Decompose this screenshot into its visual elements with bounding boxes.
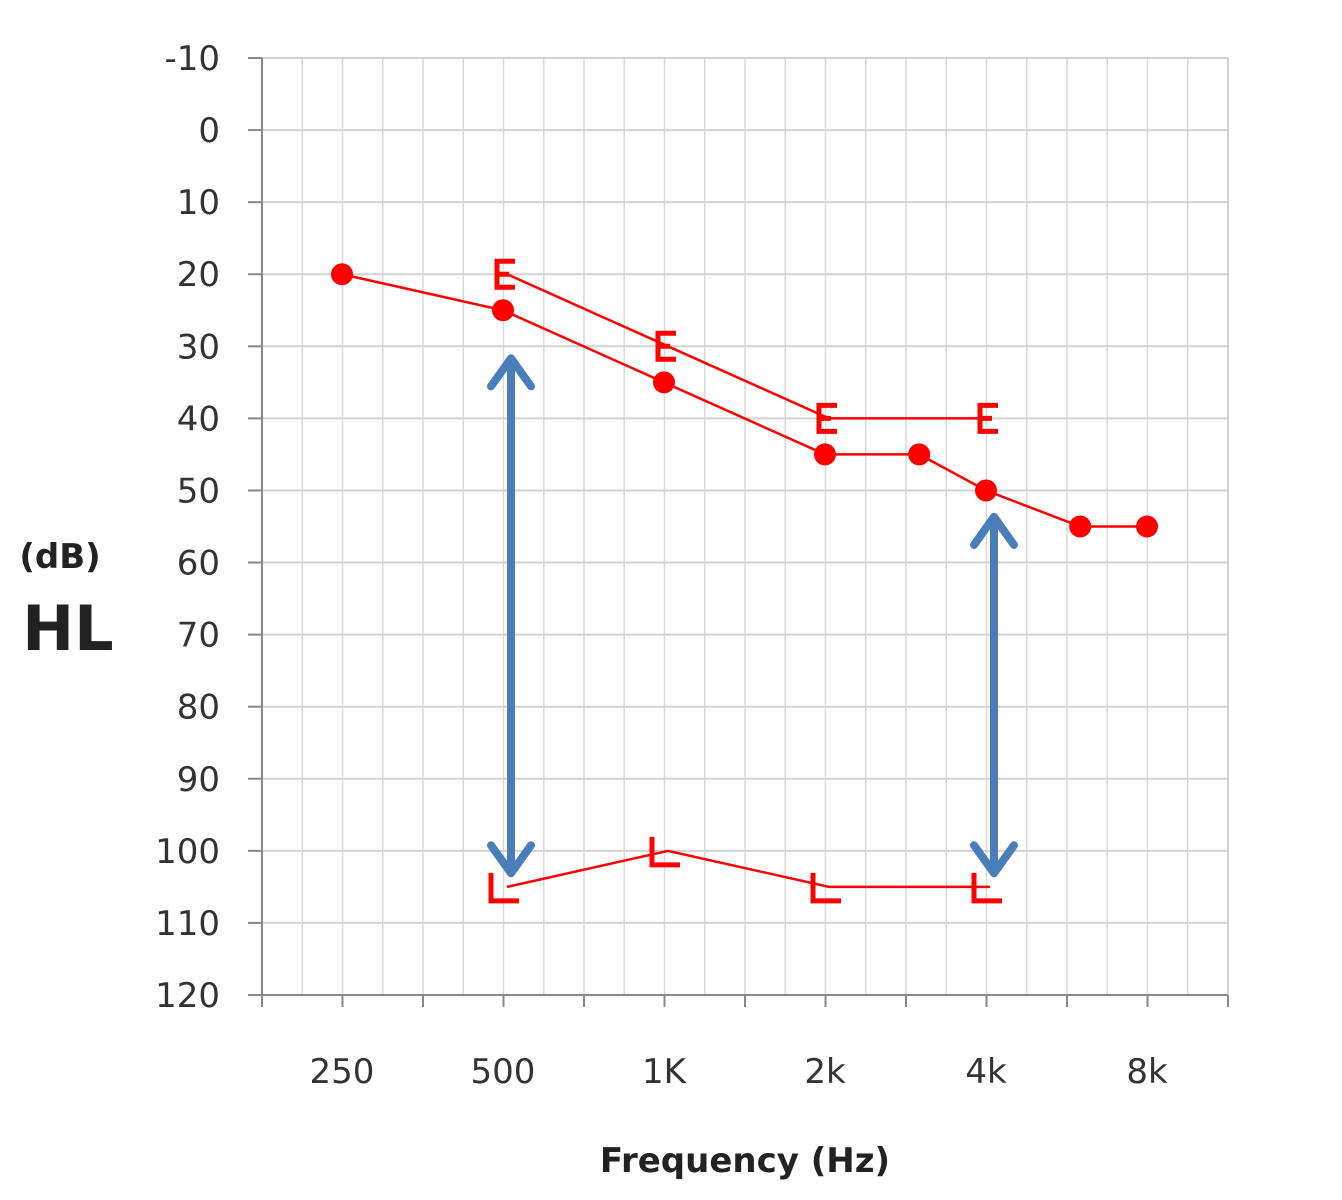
annotations: [487, 354, 1018, 878]
series-line: [506, 273, 990, 420]
y-tick-label: 70: [177, 616, 220, 656]
double-arrow: [970, 512, 1018, 878]
series-filled-circle: [331, 263, 1158, 538]
data-point-bracket-e: [494, 258, 515, 290]
x-tick-labels: 250 500 1K 2k 4k 8k: [310, 1052, 1168, 1092]
x-tick-label: 8k: [1126, 1052, 1168, 1092]
y-tick-label: 80: [177, 688, 220, 728]
series-line: [506, 849, 990, 889]
y-tick-label: 90: [177, 760, 220, 800]
data-point-circle: [331, 263, 353, 286]
data-point-bracket-l: [488, 872, 519, 904]
arrow-head-down: [970, 841, 1018, 878]
data-point-bracket-e: [977, 402, 998, 434]
y-axis-title: HL: [22, 592, 113, 665]
series-bracket-E: [494, 258, 998, 434]
x-tick-label: 250: [310, 1052, 375, 1092]
data-point-circle: [653, 371, 675, 394]
data-point-circle: [1069, 515, 1092, 538]
arrow-head-up: [970, 512, 1018, 549]
data-point-bracket-e: [655, 330, 676, 362]
y-tick-label: 20: [177, 255, 220, 295]
y-tick-label: 60: [177, 544, 220, 584]
data-point-bracket-e: [816, 402, 837, 434]
y-tick-label: 110: [155, 904, 220, 944]
data-point-circle: [492, 299, 514, 322]
y-tick-label: 50: [177, 471, 220, 511]
data-point-bracket-l: [649, 836, 680, 868]
series-bracket-L: [488, 836, 1002, 904]
double-arrow: [487, 354, 535, 878]
arrow-head-down: [487, 841, 535, 878]
y-tick-label: 120: [155, 976, 220, 1016]
y-tick-label: -10: [164, 39, 220, 79]
data-point-circle: [975, 479, 997, 502]
data-point-circle: [814, 443, 836, 466]
arrow-head-up: [487, 354, 535, 391]
grid-lines: [262, 57, 1229, 996]
x-tick-label: 4k: [965, 1052, 1007, 1092]
y-tick-label: 30: [177, 327, 220, 367]
data-point-bracket-l: [810, 872, 841, 904]
data-series: [331, 258, 1158, 904]
x-tick-label: 1K: [642, 1052, 688, 1092]
series-line: [341, 273, 1147, 528]
axes: [248, 57, 1229, 1007]
y-tick-label: 40: [177, 399, 220, 439]
y-tick-labels: -10 0 10 20 30 40 50 60 70 80 90 100 110 120: [155, 39, 220, 1016]
x-axis-title: Frequency (Hz): [600, 1141, 890, 1181]
y-tick-label: 0: [198, 111, 220, 151]
y-tick-label: 10: [177, 183, 220, 223]
x-tick-label: 2k: [804, 1052, 846, 1092]
data-point-circle: [1136, 515, 1158, 538]
data-point-circle: [908, 443, 931, 466]
y-tick-label: 100: [155, 832, 220, 872]
y-axis-unit-label: (dB): [19, 537, 100, 577]
data-point-bracket-l: [971, 872, 1002, 904]
x-tick-label: 500: [471, 1052, 536, 1092]
